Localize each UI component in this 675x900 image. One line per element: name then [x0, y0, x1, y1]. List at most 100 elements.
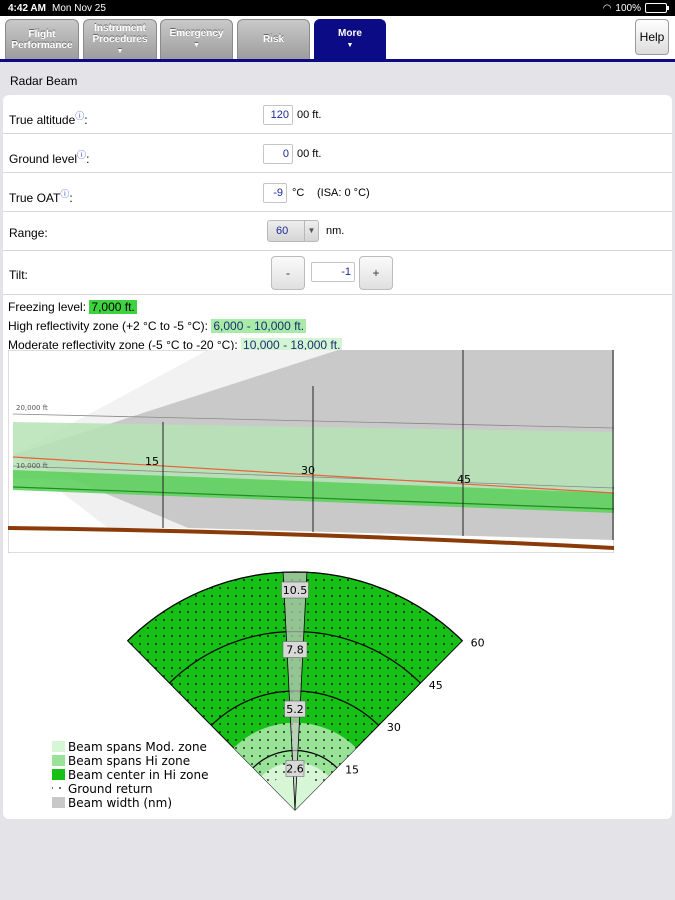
tab-instrument-procedures[interactable]: Instrument Procedures ▼ [83, 19, 157, 59]
high-zone-line: High reflectivity zone (+2 °C to -5 °C):… [8, 317, 342, 336]
altitude-20000-label: 20,000 ft [16, 404, 48, 412]
ground-level-label-text: Ground level [9, 152, 78, 166]
beam-width-label: 7.8 [286, 644, 304, 657]
range-tick-label: 15 [145, 455, 159, 468]
true-oat-input[interactable]: -9 [263, 183, 287, 203]
help-button[interactable]: Help [635, 19, 669, 55]
tab-risk[interactable]: Risk [237, 19, 310, 59]
true-oat-label-text: True OAT [9, 191, 61, 205]
beam-width-box [285, 760, 305, 777]
range-gridlines: 15 30 45 60 [145, 350, 614, 540]
ground-line [8, 526, 614, 550]
tab-label-line1: Risk [262, 34, 285, 45]
beam-width-box [281, 581, 309, 599]
radar-sector-chart: 15 30 45 60 2.6 5.2 7.8 10.5 Beam spans Mod. zo… [52, 571, 485, 811]
beam-width-label: 5.2 [286, 703, 304, 716]
battery-icon [645, 3, 669, 13]
caret-down-icon: ▼ [116, 47, 124, 55]
range-tick-label: 30 [301, 464, 315, 477]
caret-down-icon: ▼ [346, 42, 354, 49]
tab-label-line1: Instrument [94, 22, 146, 34]
beam-width-wedge [282, 571, 308, 811]
range-select-value: 60 [276, 225, 289, 237]
legend-swatch [52, 741, 65, 752]
row-true-altitude: True altitudeⓘ: 120 00 ft. [3, 95, 672, 134]
legend-label: Beam spans Mod. zone [68, 740, 207, 754]
freezing-level-value: 7,000 ft. [89, 300, 137, 314]
row-ground-level: Ground levelⓘ: 0 00 ft. [3, 134, 672, 173]
moderate-zone-line: Moderate reflectivity zone (-5 °C to -20… [8, 336, 343, 355]
range-tick-label: 60 [613, 482, 614, 495]
tab-more[interactable]: More ▼ [314, 19, 386, 59]
moderate-zone-value: 10,000 - 18,000 ft. [241, 338, 343, 352]
reflectivity-info: Freezing level: 7,000 ft. High reflectiv… [8, 298, 343, 355]
tab-label-line2: Procedures [92, 33, 148, 45]
row-range: Range: 60 ▼ nm. [3, 212, 672, 251]
isa-temperature: (ISA: 0 °C) [317, 187, 370, 199]
range-ring-label: 45 [429, 679, 443, 692]
status-time: 4:42 AM [8, 2, 46, 14]
high-zone-value: 6,000 - 10,000 ft. [211, 319, 307, 333]
range-unit: nm. [326, 225, 345, 237]
beam-profile-chart: 20,000 ft 10,000 ft 15 30 45 60 [8, 350, 614, 553]
wifi-icon: ◠ [602, 2, 612, 14]
tab-label-line1: Flight [28, 28, 56, 40]
info-icon[interactable]: ⓘ [75, 111, 85, 121]
freezing-level-label: Freezing level: [8, 300, 87, 314]
true-altitude-label: True altitudeⓘ: [9, 111, 88, 127]
ground-level-label: Ground levelⓘ: [9, 150, 90, 166]
legend-label: Ground return [68, 782, 153, 796]
tab-label-line1: More [338, 28, 362, 39]
legend-label: Beam center in Hi zone [68, 768, 208, 782]
tab-label-line1: Emergency [169, 28, 224, 39]
tab-emergency[interactable]: Emergency ▼ [160, 19, 233, 59]
legend-swatch [52, 797, 65, 808]
info-icon[interactable]: ⓘ [77, 150, 87, 160]
status-bar: 4:42 AM Mon Nov 25 ◠ 100% [0, 0, 675, 16]
info-icon[interactable]: ⓘ [60, 189, 70, 199]
caret-down-icon: ▼ [193, 42, 200, 49]
tab-bar: Flight Performance Instrument Procedures… [0, 16, 675, 62]
range-select[interactable]: 60 ▼ [267, 220, 319, 242]
range-tick-label: 45 [457, 473, 471, 486]
range-ring-label: 30 [387, 721, 401, 734]
row-true-oat: True OATⓘ: -9 °C (ISA: 0 °C) [3, 173, 672, 212]
true-altitude-unit: 00 ft. [297, 109, 322, 121]
legend-swatch [52, 783, 65, 794]
beam-width-label: 10.5 [283, 584, 308, 597]
range-label: Range: [9, 226, 48, 240]
ground-level-input[interactable]: 0 [263, 144, 293, 164]
tilt-increment-button[interactable]: + [359, 256, 393, 290]
legend-label: Beam spans Hi zone [68, 754, 190, 768]
tilt-input[interactable]: -1 [311, 262, 355, 282]
status-date: Mon Nov 25 [51, 2, 106, 14]
tab-label-line2: Performance [11, 39, 73, 51]
tilt-decrement-button[interactable]: - [271, 256, 305, 290]
high-zone-label: High reflectivity zone (+2 °C to -5 °C): [8, 319, 208, 333]
legend-swatch [52, 755, 65, 766]
sector-group: 15 30 45 60 2.6 5.2 7.8 10.5 [126, 571, 485, 811]
range-ring-label: 15 [345, 763, 359, 776]
row-tilt: Tilt: - -1 + [3, 251, 672, 295]
beam-width-box [284, 700, 306, 718]
chevron-down-icon: ▼ [304, 221, 318, 241]
battery-percent: 100% [615, 2, 641, 14]
freezing-level-line: Freezing level: 7,000 ft. [8, 298, 342, 317]
section-title: Radar Beam [10, 74, 78, 88]
true-oat-unit: °C [292, 187, 305, 199]
moderate-zone-label: Moderate reflectivity zone (-5 °C to -20… [8, 338, 238, 352]
ground-level-unit: 00 ft. [297, 148, 322, 160]
tilt-label: Tilt: [9, 268, 28, 282]
true-altitude-input[interactable]: 120 [263, 105, 293, 125]
status-right: ◠ 100% [602, 2, 669, 14]
true-altitude-label-text: True altitude [9, 113, 76, 127]
beam-width-label: 2.6 [286, 763, 304, 776]
altitude-10000-label: 10,000 ft [16, 462, 48, 470]
legend-label: Beam width (nm) [68, 796, 172, 810]
legend-swatch [52, 769, 65, 780]
tab-flight-performance[interactable]: Flight Performance [5, 19, 79, 59]
range-ring-label: 60 [471, 637, 485, 650]
beam-width-box [282, 641, 308, 658]
true-oat-label: True OATⓘ: [9, 189, 73, 205]
